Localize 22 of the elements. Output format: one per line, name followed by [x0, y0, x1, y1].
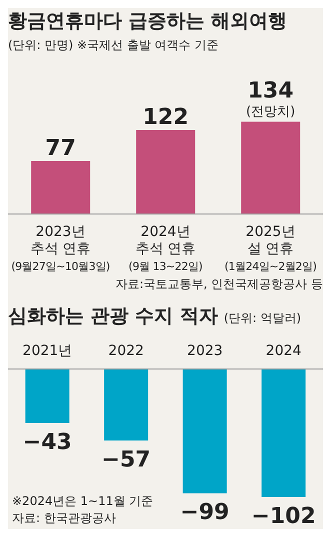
chart-title: 황금연휴마다 급증하는 해외여행 [8, 9, 288, 34]
data-label: 77 [45, 136, 76, 161]
annotation: (전망치) [246, 104, 296, 120]
x-tick-label: 2021년 [22, 343, 72, 359]
data-label: 134 [248, 78, 294, 104]
data-label: 122 [142, 104, 189, 130]
chart-title: 심화하는 관광 수지 적자 [8, 304, 218, 329]
x-tick-label: 2023년 추석 연휴 (9월27일~10월3일) [11, 224, 110, 273]
x-tick-label: 2025년 설 연휴 (1월24일~2월2일) [224, 224, 317, 273]
chart-subtitle: (단위: 만명) ※국제선 출발 여객수 기준 [8, 37, 220, 54]
chart-subtitle: (단위: 억달러) [224, 310, 302, 327]
x-tick-label: 2023 [187, 343, 223, 359]
x-tick-label: 2022 [108, 343, 144, 359]
text: 자료:국토교통부, 인천국제공항공사 등 [114, 276, 323, 293]
data-label: −102 [251, 504, 316, 529]
data-label: −57 [102, 448, 151, 473]
x-tick-label: 2024 [266, 343, 302, 359]
data-label: −99 [180, 500, 230, 526]
x-tick-label: 2024년 추석 연휴 (9월 13~22일) [128, 224, 203, 273]
annotation: ※2024년은 1~11월 기준 [12, 493, 154, 510]
text: 자료: 한국관광공사 [12, 510, 117, 527]
data-label: −43 [22, 430, 72, 455]
